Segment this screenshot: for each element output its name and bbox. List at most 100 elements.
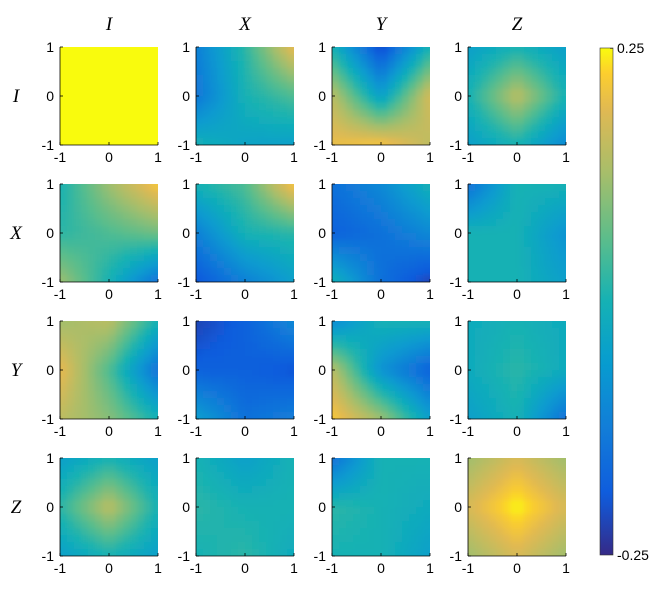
heatmap-cell	[510, 117, 518, 125]
heatmap-cell	[95, 349, 103, 357]
heatmap-cell	[360, 391, 368, 399]
x-tick-label: 1	[562, 560, 570, 576]
heatmap-cell	[203, 184, 211, 185]
heatmap-cell	[402, 275, 410, 282]
heatmap-cell	[137, 412, 145, 419]
heatmap-cell	[294, 96, 302, 104]
heatmap-cell	[416, 391, 424, 399]
heatmap-cell	[74, 377, 82, 385]
heatmap-cell	[217, 528, 225, 536]
heatmap-cell	[144, 356, 152, 364]
heatmap-cell	[238, 205, 246, 213]
heatmap-cell	[496, 261, 504, 269]
heatmap-cell	[123, 542, 131, 550]
heatmap-cell	[332, 219, 340, 227]
heatmap-cell	[123, 96, 131, 104]
heatmap-cell	[416, 528, 424, 536]
heatmap-cell	[332, 321, 333, 322]
heatmap-cell	[217, 321, 225, 329]
heatmap-cell	[60, 103, 68, 111]
heatmap-cell	[388, 521, 396, 529]
heatmap-cell	[245, 275, 253, 282]
heatmap-cell	[252, 486, 260, 494]
heatmap-cell	[259, 363, 267, 371]
heatmap-cell	[346, 556, 354, 564]
heatmap-cell	[559, 96, 566, 104]
heatmap-cell	[238, 458, 246, 459]
heatmap-cell	[266, 240, 274, 248]
heatmap-cell	[130, 117, 138, 125]
heatmap-cell	[381, 184, 389, 192]
heatmap-cell	[353, 465, 361, 473]
heatmap-cell	[81, 282, 89, 290]
heatmap-cell	[482, 261, 490, 269]
heatmap-cell	[95, 342, 103, 350]
heatmap-cell	[116, 458, 124, 466]
heatmap-cell	[545, 405, 553, 413]
x-tick-label: -1	[54, 286, 67, 302]
heatmap-cell	[294, 247, 302, 255]
heatmap-cell	[231, 282, 239, 290]
heatmap-cell	[423, 89, 430, 97]
heatmap-cell	[475, 61, 483, 69]
heatmap-cell	[287, 261, 294, 269]
heatmap-cell	[116, 370, 124, 378]
heatmap-cell	[280, 542, 288, 550]
heatmap-cell	[531, 479, 539, 487]
heatmap-cell	[524, 556, 532, 564]
heatmap-cell	[217, 198, 225, 206]
heatmap-cell	[158, 205, 166, 213]
heatmap-cell	[130, 556, 138, 564]
heatmap-cell	[409, 75, 417, 83]
heatmap-cell	[210, 321, 218, 329]
heatmap-cell	[416, 89, 424, 97]
heatmap-cell	[231, 247, 239, 255]
heatmap-cell	[482, 500, 490, 508]
heatmap-cell	[538, 240, 546, 248]
heatmap-cell	[273, 500, 281, 508]
heatmap-cell	[524, 54, 532, 62]
heatmap-cell	[339, 458, 347, 466]
heatmap-cell	[430, 370, 438, 378]
heatmap-cell	[475, 479, 483, 487]
heatmap-cell	[353, 528, 361, 536]
y-tick-label: 1	[318, 176, 326, 192]
heatmap-cell	[158, 370, 166, 378]
heatmap-cell	[144, 75, 152, 83]
heatmap-cell	[545, 117, 553, 125]
heatmap-cell	[416, 370, 424, 378]
heatmap-cell	[468, 110, 476, 118]
heatmap-cell	[332, 521, 340, 529]
heatmap-cell	[88, 356, 96, 364]
heatmap-cell	[545, 275, 553, 282]
heatmap-cell	[510, 549, 518, 556]
heatmap-cell	[482, 556, 490, 564]
heatmap-cell	[475, 47, 483, 55]
heatmap-cell	[545, 261, 553, 269]
heatmap-cell	[102, 198, 110, 206]
heatmap-cell	[517, 500, 525, 508]
heatmap-cell	[531, 261, 539, 269]
heatmap-cell	[496, 198, 504, 206]
heatmap-cell	[360, 328, 368, 336]
heatmap-cell	[430, 479, 438, 487]
heatmap-cell	[538, 335, 546, 343]
heatmap-cell	[489, 419, 497, 427]
heatmap-cell	[95, 472, 103, 480]
heatmap-cell	[524, 384, 532, 392]
heatmap-cell	[517, 370, 525, 378]
heatmap-cell	[416, 110, 424, 118]
heatmap-cell	[109, 254, 117, 262]
heatmap-cell	[503, 542, 511, 550]
heatmap-cell	[531, 342, 539, 350]
heatmap-cell	[266, 191, 274, 199]
heatmap-cell	[238, 493, 246, 501]
heatmap-cell	[538, 398, 546, 406]
heatmap-cell	[151, 261, 158, 269]
heatmap-cell	[231, 405, 239, 413]
heatmap-cell	[423, 47, 430, 48]
heatmap-cell	[559, 542, 566, 550]
heatmap-cell	[109, 240, 117, 248]
heatmap-cell	[196, 479, 204, 487]
heatmap-cell	[339, 335, 347, 343]
